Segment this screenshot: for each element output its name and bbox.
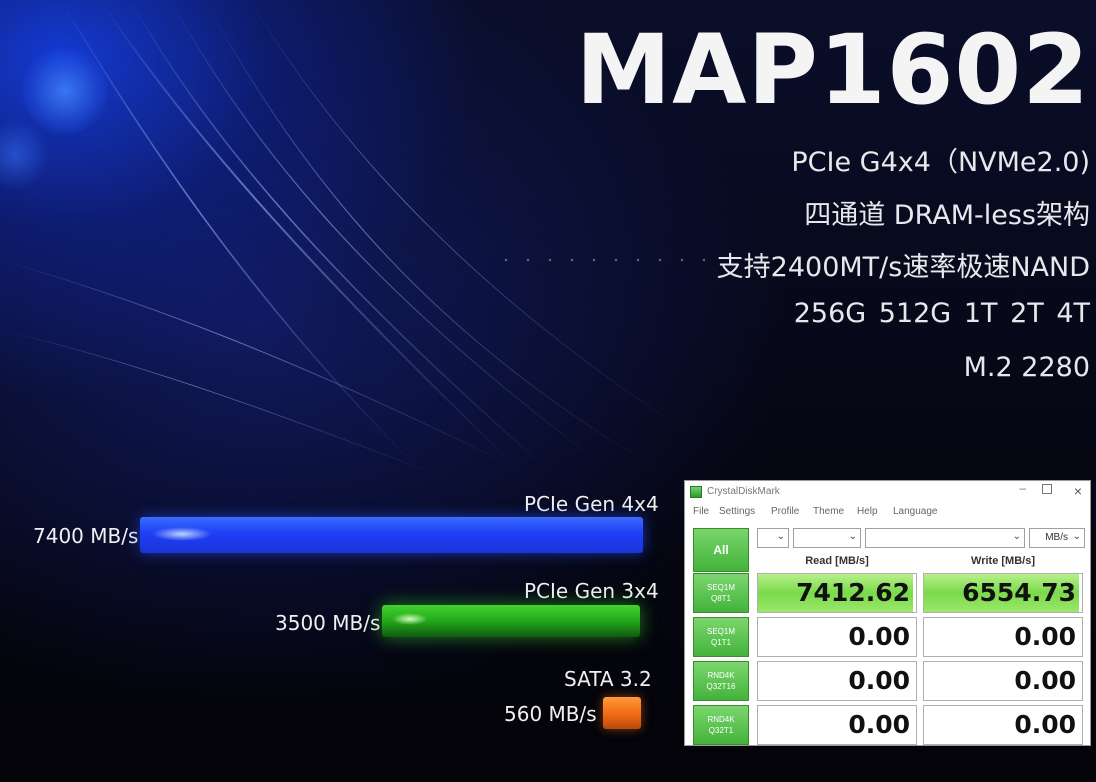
write-result: 0.00 bbox=[923, 661, 1083, 701]
bar-speed-sata: 560 MB/s bbox=[504, 702, 597, 726]
chevron-down-icon: ⌄ bbox=[1012, 531, 1021, 542]
test-button-rnd4k-q32t16[interactable]: RND4K Q32T16 bbox=[693, 661, 749, 701]
read-value: 0.00 bbox=[848, 710, 910, 739]
read-header: Read [MB/s] bbox=[805, 555, 869, 567]
write-result: 0.00 bbox=[923, 617, 1083, 657]
drive-select[interactable]: ⌄ bbox=[865, 528, 1025, 548]
size-select[interactable]: ⌄ bbox=[793, 528, 861, 548]
write-value: 0.00 bbox=[1014, 622, 1076, 651]
write-result: 6554.73 bbox=[923, 573, 1083, 613]
read-value: 7412.62 bbox=[796, 578, 910, 607]
chevron-down-icon: ⌄ bbox=[776, 531, 785, 542]
app-icon bbox=[690, 486, 702, 498]
count-select[interactable]: ⌄ bbox=[757, 528, 789, 548]
menu-settings[interactable]: Settings bbox=[719, 506, 756, 517]
read-result: 0.00 bbox=[757, 661, 917, 701]
chevron-down-icon: ⌄ bbox=[1072, 531, 1081, 542]
test-name: SEQ1M bbox=[706, 583, 735, 592]
test-params: Q8T1 bbox=[710, 594, 731, 603]
bar-label-gen4: PCIe Gen 4x4 bbox=[524, 492, 659, 516]
test-name: RND4K bbox=[707, 715, 735, 724]
test-name: SEQ1M bbox=[706, 627, 735, 636]
spec-architecture: 四通道 DRAM-less架构 bbox=[804, 200, 1090, 231]
read-value: 0.00 bbox=[848, 666, 910, 695]
write-value: 0.00 bbox=[1014, 710, 1076, 739]
glow-orb bbox=[22, 48, 108, 134]
bar-speed-gen4: 7400 MB/s bbox=[33, 524, 139, 548]
spec-capacities: 256G 512G 1T 2T 4T bbox=[793, 298, 1090, 329]
menu-bar: File Settings Profile Theme Help Languag… bbox=[685, 504, 1090, 522]
unit-select-value: MB/s bbox=[1045, 532, 1068, 543]
bar-speed-gen3: 3500 MB/s bbox=[275, 611, 381, 635]
menu-help[interactable]: Help bbox=[857, 506, 878, 517]
test-params: Q32T1 bbox=[708, 726, 734, 735]
write-fill bbox=[924, 574, 1079, 612]
write-header: Write [MB/s] bbox=[971, 555, 1035, 567]
speed-bar-sata bbox=[603, 697, 641, 729]
test-params: Q1T1 bbox=[710, 638, 731, 647]
speed-bar-gen4 bbox=[140, 517, 643, 553]
read-value: 0.00 bbox=[848, 622, 910, 651]
minimize-icon[interactable]: – bbox=[1019, 481, 1026, 495]
read-result: 7412.62 bbox=[757, 573, 917, 613]
menu-theme[interactable]: Theme bbox=[813, 506, 845, 517]
speed-bar-gen3 bbox=[382, 605, 640, 637]
close-icon[interactable]: × bbox=[1073, 483, 1082, 499]
bar-label-sata: SATA 3.2 bbox=[564, 667, 652, 691]
write-value: 0.00 bbox=[1014, 666, 1076, 695]
dot-divider bbox=[495, 258, 705, 262]
test-name: RND4K bbox=[707, 671, 735, 680]
window-titlebar[interactable]: CrystalDiskMark – × bbox=[685, 481, 1090, 503]
write-result: 0.00 bbox=[923, 705, 1083, 745]
menu-language[interactable]: Language bbox=[893, 506, 938, 517]
spec-form-factor: M.2 2280 bbox=[963, 352, 1090, 383]
unit-select[interactable]: MB/s ⌄ bbox=[1029, 528, 1085, 548]
crystaldiskmark-window: CrystalDiskMark – × File Settings Profil… bbox=[684, 480, 1091, 746]
bar-label-gen3: PCIe Gen 3x4 bbox=[524, 579, 659, 603]
read-result: 0.00 bbox=[757, 705, 917, 745]
test-button-seq1m-q8t1[interactable]: SEQ1M Q8T1 bbox=[693, 573, 749, 613]
menu-profile[interactable]: Profile bbox=[771, 506, 800, 517]
spec-interface: PCIe G4x4（NVMe2.0) bbox=[791, 147, 1090, 178]
menu-file[interactable]: File bbox=[693, 506, 710, 517]
test-button-seq1m-q1t1[interactable]: SEQ1M Q1T1 bbox=[693, 617, 749, 657]
all-button[interactable]: All bbox=[693, 528, 749, 572]
maximize-icon[interactable] bbox=[1042, 484, 1052, 494]
read-result: 0.00 bbox=[757, 617, 917, 657]
chevron-down-icon: ⌄ bbox=[848, 531, 857, 542]
spec-nand: 支持2400MT/s速率极速NAND bbox=[716, 252, 1090, 283]
read-fill bbox=[758, 574, 913, 612]
window-title: CrystalDiskMark bbox=[707, 486, 780, 497]
test-params: Q32T16 bbox=[706, 682, 736, 691]
write-value: 6554.73 bbox=[962, 578, 1076, 607]
product-title: MAP1602 bbox=[575, 14, 1090, 126]
test-button-rnd4k-q32t1[interactable]: RND4K Q32T1 bbox=[693, 705, 749, 745]
